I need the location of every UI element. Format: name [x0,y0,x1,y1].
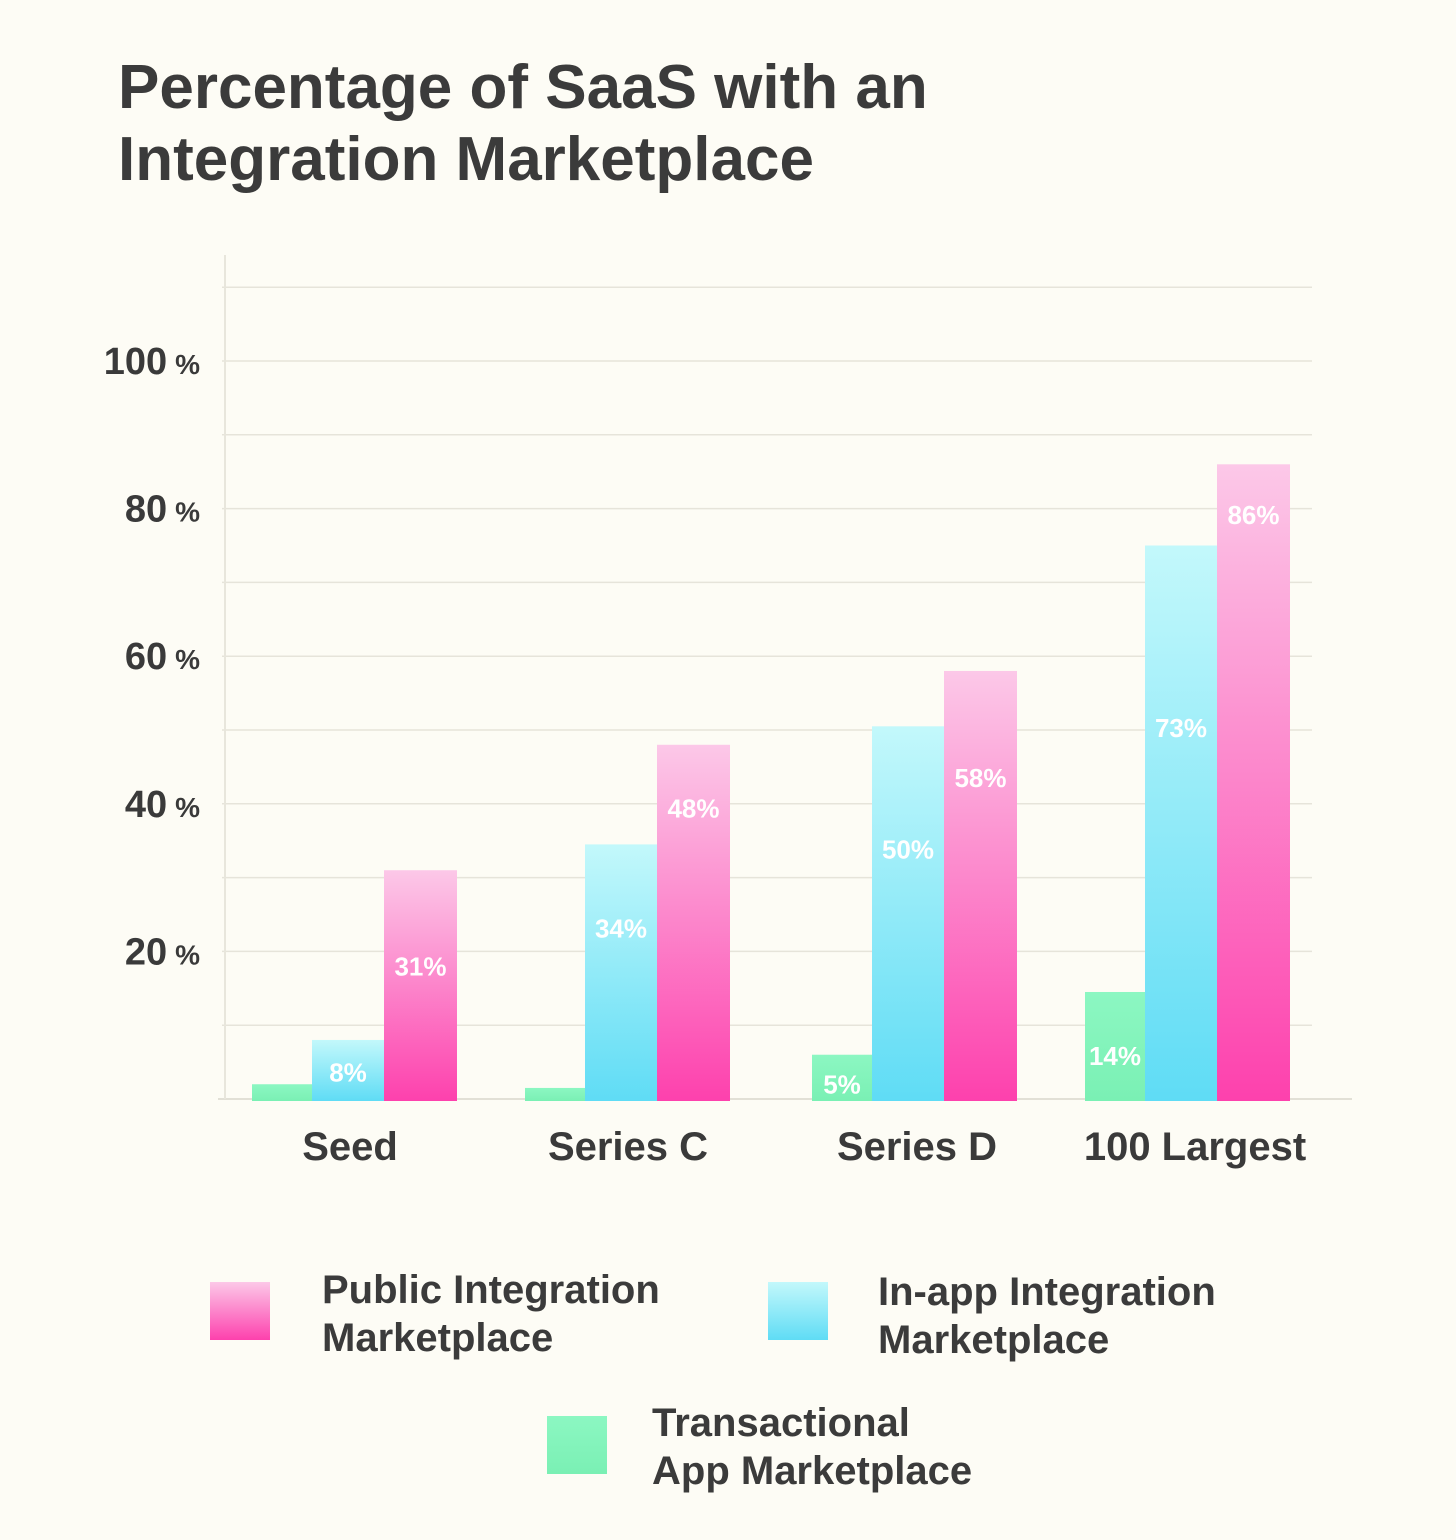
x-axis-categories: Seed Series C Series D 100 Largest [302,1125,1306,1169]
y-axis-ticks: 20 % 40 % 60 % 80 % 100% [104,341,200,973]
chart-title: Percentage of SaaS with an Integration M… [118,52,1118,196]
bar-public-1[interactable] [657,744,730,1101]
y-tick-label: 100% [104,341,200,383]
x-category-label: Seed [302,1125,398,1169]
bar-transactional-2[interactable] [812,1054,872,1101]
bar-transactional-3[interactable] [1085,991,1145,1101]
chart-title-line-2: Integration Marketplace [118,125,814,194]
data-label-inapp-2: 50% [882,834,934,864]
bar-transactional-1[interactable] [525,1087,585,1101]
data-labels: 8% 31% 34% 48% 5% 50% 58% 14% 73% 86% [329,500,1279,1100]
chart-title-line-1: Percentage of SaaS with an [118,53,928,122]
data-label-public-1: 48% [667,794,719,824]
bar-public-3[interactable] [1217,464,1290,1101]
bar-public-0[interactable] [384,870,457,1101]
y-tick-label: 40% [125,784,200,826]
data-label-inapp-0: 8% [329,1057,367,1087]
legend-label-transactional: Transactional App Marketplace [652,1401,973,1493]
x-category-label: Series C [548,1125,708,1169]
bars [252,464,1290,1101]
x-category-label: Series D [837,1125,997,1169]
y-tick-label: 20% [125,931,200,973]
bar-inapp-1[interactable] [585,844,657,1101]
legend-label-inapp: In-app Integration Marketplace [878,1270,1216,1362]
data-label-inapp-1: 34% [595,913,647,943]
bar-inapp-3[interactable] [1145,545,1217,1102]
data-label-inapp-3: 73% [1155,713,1207,743]
legend-swatch-transactional [547,1416,607,1474]
y-tick-label: 80% [125,489,200,531]
legend-swatch-inapp [768,1282,828,1340]
bar-inapp-0[interactable] [312,1039,384,1101]
gridlines [218,255,1352,1100]
data-label-public-0: 31% [394,951,446,981]
x-category-label: 100 Largest [1084,1125,1306,1169]
data-label-transactional-3: 14% [1089,1041,1141,1071]
legend-label-public: Public Integration Marketplace [322,1268,660,1360]
data-label-public-3: 86% [1227,500,1279,530]
bar-public-2[interactable] [944,670,1017,1101]
y-tick-label: 60% [125,636,200,678]
legend-swatch-public [210,1282,270,1340]
bar-inapp-2[interactable] [872,726,944,1101]
data-label-transactional-2: 5% [823,1070,861,1100]
bar-chart: 20 % 40 % 60 % 80 % 100% 8% 31% 34% 48% 5% 50% 58% 14% 7… [104,255,1352,1169]
bar-transactional-0[interactable] [252,1084,312,1101]
data-label-public-2: 58% [954,763,1006,793]
